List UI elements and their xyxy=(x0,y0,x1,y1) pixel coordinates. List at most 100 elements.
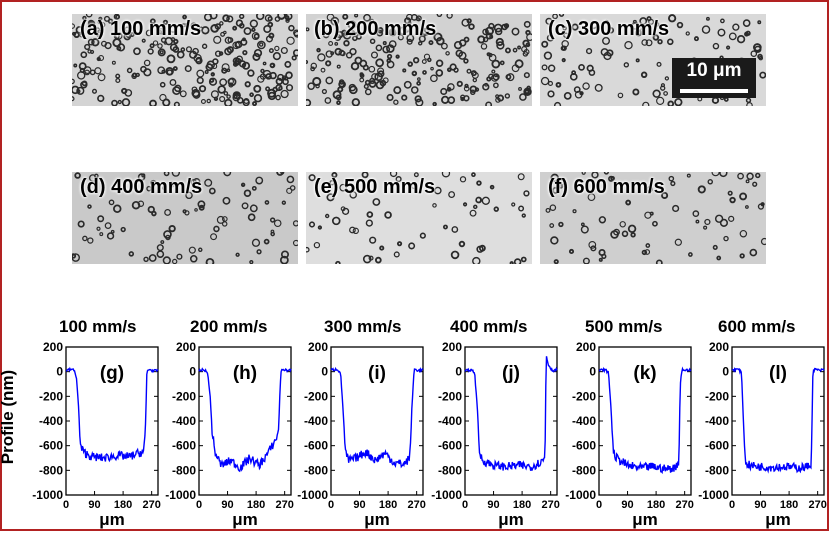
particle-mark xyxy=(701,25,711,34)
x-tick-label: 180 xyxy=(379,499,397,511)
particle-mark xyxy=(466,68,472,74)
particle-mark xyxy=(349,226,356,234)
particle-mark xyxy=(607,27,615,34)
particle-mark xyxy=(352,227,359,234)
particle-mark xyxy=(527,90,532,95)
particle-mark xyxy=(752,181,758,187)
particle-mark xyxy=(322,31,330,39)
particle-mark xyxy=(413,172,419,178)
particle-mark xyxy=(389,172,398,178)
particle-mark xyxy=(220,31,226,37)
particle-mark xyxy=(285,84,294,92)
particle-mark xyxy=(268,48,274,54)
x-tick-label: 180 xyxy=(647,499,665,511)
particle-mark xyxy=(350,61,360,71)
particle-mark xyxy=(642,101,650,106)
y-tick-label: -400 xyxy=(438,414,462,428)
particle-mark xyxy=(430,74,438,83)
particle-mark xyxy=(171,172,180,177)
particle-mark xyxy=(441,172,451,178)
x-tick-label: 90 xyxy=(621,499,633,511)
particle-mark xyxy=(336,64,341,69)
particle-mark xyxy=(594,83,603,92)
particle-mark xyxy=(94,173,99,179)
chart-title-h: 200 mm/s xyxy=(190,317,268,336)
particle-mark xyxy=(352,35,358,42)
plot-frame xyxy=(464,346,558,496)
particle-mark xyxy=(272,86,278,93)
particle-mark xyxy=(369,18,375,24)
plot-frame xyxy=(598,346,692,496)
particle-mark xyxy=(641,39,648,46)
panel-label: (h) xyxy=(233,363,257,384)
particle-mark xyxy=(104,42,112,50)
particle-mark xyxy=(598,248,606,257)
particle-mark xyxy=(191,88,201,98)
x-tick-label: 90 xyxy=(487,499,499,511)
particle-mark xyxy=(403,80,412,89)
profile-line xyxy=(65,366,159,463)
particle-mark xyxy=(260,68,265,74)
particle-mark xyxy=(504,93,511,99)
particle-mark xyxy=(265,86,271,92)
particle-mark xyxy=(74,172,81,179)
particle-mark xyxy=(306,59,309,65)
particle-mark xyxy=(543,51,553,60)
particle-mark xyxy=(133,47,141,56)
particle-mark xyxy=(446,67,452,73)
particle-mark xyxy=(258,42,264,47)
particle-mark xyxy=(541,64,548,71)
particle-mark xyxy=(324,97,332,104)
particle-mark xyxy=(149,99,157,106)
particle-mark xyxy=(619,221,626,228)
particle-mark xyxy=(214,50,222,57)
particle-mark xyxy=(284,60,292,68)
particle-mark xyxy=(411,183,417,189)
x-tick-label: 180 xyxy=(114,499,132,511)
particle-mark xyxy=(668,14,677,23)
particle-mark xyxy=(180,47,186,52)
particle-mark xyxy=(716,255,722,261)
particle-mark xyxy=(354,14,359,18)
particle-mark xyxy=(273,219,282,228)
particle-mark xyxy=(131,200,141,210)
particle-mark xyxy=(558,183,564,189)
particle-mark xyxy=(726,45,731,50)
particle-mark xyxy=(227,78,234,85)
particle-mark xyxy=(714,214,724,223)
particle-mark xyxy=(251,32,260,40)
particle-mark xyxy=(547,80,554,86)
particle-mark xyxy=(321,88,327,95)
particle-mark xyxy=(661,191,669,200)
y-tick-label: -1000 xyxy=(32,488,63,502)
particle-mark xyxy=(169,79,177,86)
particle-mark xyxy=(235,40,243,49)
particle-mark xyxy=(540,76,550,86)
particle-mark xyxy=(412,57,420,64)
y-tick-label: -400 xyxy=(172,414,196,428)
particle-mark xyxy=(495,37,504,47)
particle-mark xyxy=(377,67,385,75)
particle-mark xyxy=(489,34,494,39)
particle-mark xyxy=(375,44,383,52)
particle-mark xyxy=(194,208,198,212)
y-tick-label: -800 xyxy=(438,463,462,477)
particle-mark xyxy=(584,28,588,33)
particle-mark xyxy=(137,173,146,181)
particle-mark xyxy=(174,84,182,93)
x-tick-label: 0 xyxy=(596,499,602,511)
particle-mark xyxy=(77,220,85,228)
particle-mark xyxy=(73,63,78,68)
particle-mark xyxy=(447,96,456,104)
particle-mark xyxy=(604,19,609,25)
particle-mark xyxy=(364,88,372,96)
particle-mark xyxy=(476,245,484,253)
x-tick-label: 0 xyxy=(328,499,334,511)
particle-mark xyxy=(427,57,432,63)
particle-mark xyxy=(445,51,450,56)
particle-mark xyxy=(663,91,668,96)
particle-mark xyxy=(243,189,252,197)
particle-mark xyxy=(111,99,118,106)
particle-mark xyxy=(558,14,565,17)
particle-mark xyxy=(99,22,106,28)
